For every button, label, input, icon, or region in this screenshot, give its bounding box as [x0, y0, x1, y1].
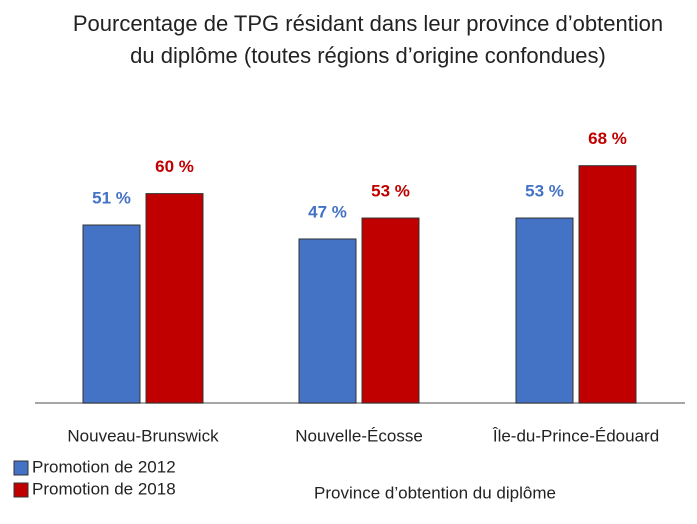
bar: [515, 217, 574, 404]
x-tick-label: Nouvelle-Écosse: [295, 426, 423, 445]
legend-swatch: [13, 460, 29, 476]
bar: [145, 193, 204, 404]
value-label: 53 %: [525, 182, 564, 201]
value-label: 68 %: [588, 129, 627, 148]
x-tick-label: Île-du-Prince-Édouard: [492, 426, 659, 445]
bar: [361, 217, 420, 404]
legend-label: Promotion de 2018: [32, 479, 176, 498]
chart-title: Pourcentage de TPG résidant dans leur pr…: [72, 11, 664, 68]
value-label: 51 %: [92, 188, 131, 207]
value-label: 53 %: [371, 182, 410, 201]
legend-swatch: [13, 482, 29, 498]
value-label: 47 %: [308, 202, 347, 221]
value-label: 60 %: [155, 157, 194, 176]
bar: [82, 224, 141, 404]
x-axis-label: Province d’obtention du diplôme: [314, 483, 556, 502]
legend-label: Promotion de 2012: [32, 457, 176, 476]
bar: [298, 238, 357, 404]
x-tick-label: Nouveau-Brunswick: [67, 426, 219, 445]
bar: [578, 165, 637, 404]
